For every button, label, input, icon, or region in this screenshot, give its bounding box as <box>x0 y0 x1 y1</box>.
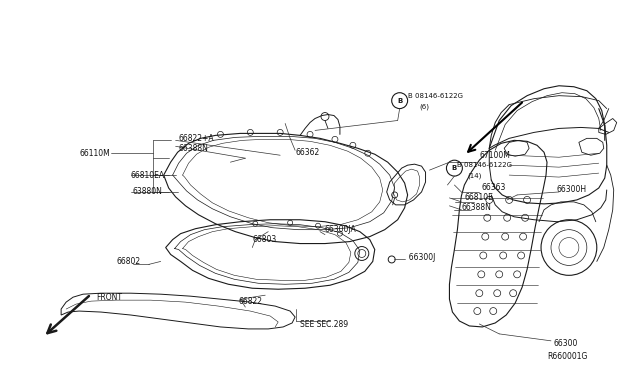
Text: 66822+A: 66822+A <box>179 134 214 143</box>
Text: 63880N: 63880N <box>133 187 163 196</box>
Text: 66388N: 66388N <box>461 203 492 212</box>
Text: R660001G: R660001G <box>547 352 588 361</box>
Text: (6): (6) <box>420 103 429 110</box>
Text: 66300H: 66300H <box>557 186 587 195</box>
Text: B 08146-6122G: B 08146-6122G <box>458 162 513 168</box>
Text: B 08146-6122G: B 08146-6122G <box>408 93 463 99</box>
Text: FRONT: FRONT <box>96 293 122 302</box>
Text: 66810EA: 66810EA <box>131 171 165 180</box>
Text: 66300JA: 66300JA <box>325 225 356 234</box>
Text: 66822: 66822 <box>238 296 262 306</box>
Text: B: B <box>452 165 457 171</box>
Text: B: B <box>397 97 403 104</box>
Text: 66362: 66362 <box>295 148 319 157</box>
Text: 66803: 66803 <box>252 235 276 244</box>
Text: 66810E: 66810E <box>465 193 493 202</box>
Text: 66300: 66300 <box>554 339 579 348</box>
Text: 66300J: 66300J <box>404 253 435 262</box>
Text: SEE SEC.289: SEE SEC.289 <box>300 320 348 330</box>
Text: 66802: 66802 <box>117 257 141 266</box>
Text: 66110M: 66110M <box>79 149 110 158</box>
Text: 67100M: 67100M <box>479 151 510 160</box>
Text: 66363: 66363 <box>481 183 506 192</box>
Text: 66388N: 66388N <box>179 144 209 153</box>
Text: (14): (14) <box>467 173 482 179</box>
